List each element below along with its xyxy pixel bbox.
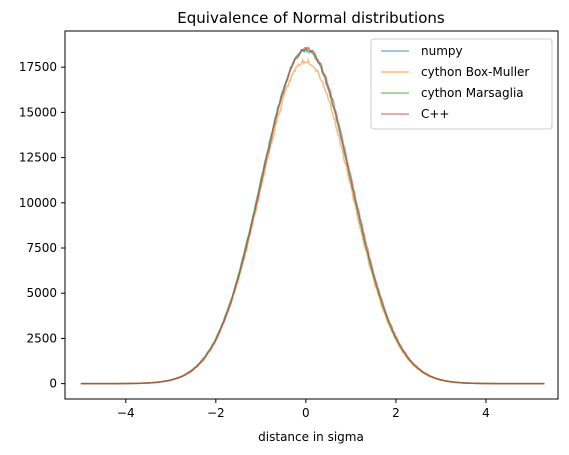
y-axis: 0 2500 5000 7500 10000 12500 15000 17500 xyxy=(19,60,65,391)
y-tick-label: 10000 xyxy=(19,196,57,210)
series-layer xyxy=(80,45,545,385)
y-tick-label: 7500 xyxy=(26,241,57,255)
x-tick-label: −2 xyxy=(207,406,225,420)
x-tick-label: 2 xyxy=(392,406,400,420)
x-tick-label: 0 xyxy=(302,406,310,420)
series-line xyxy=(80,45,545,385)
axes-frame xyxy=(64,30,559,400)
y-tick-label: 17500 xyxy=(19,60,57,74)
y-tick-label: 15000 xyxy=(19,105,57,119)
x-tick-label: 4 xyxy=(482,406,490,420)
y-tick-label: 0 xyxy=(49,377,57,391)
y-tick-label: 2500 xyxy=(26,331,57,345)
legend-box xyxy=(370,38,553,130)
legend-label: numpy xyxy=(421,44,463,58)
x-axis-label: distance in sigma xyxy=(258,430,364,444)
x-axis: −4 −2 0 2 4 xyxy=(117,399,490,420)
legend: numpy cython Box-Muller cython Marsaglia C+… xyxy=(370,38,553,130)
plot-area xyxy=(64,30,559,400)
chart-title: Equivalence of Normal distributions xyxy=(177,9,445,27)
y-tick-label: 5000 xyxy=(26,286,57,300)
legend-label: cython Marsaglia xyxy=(421,86,524,100)
x-tick-label: −4 xyxy=(117,406,135,420)
legend-label: C++ xyxy=(421,107,450,121)
legend-label: cython Box-Muller xyxy=(421,65,529,79)
y-tick-label: 12500 xyxy=(19,151,57,165)
